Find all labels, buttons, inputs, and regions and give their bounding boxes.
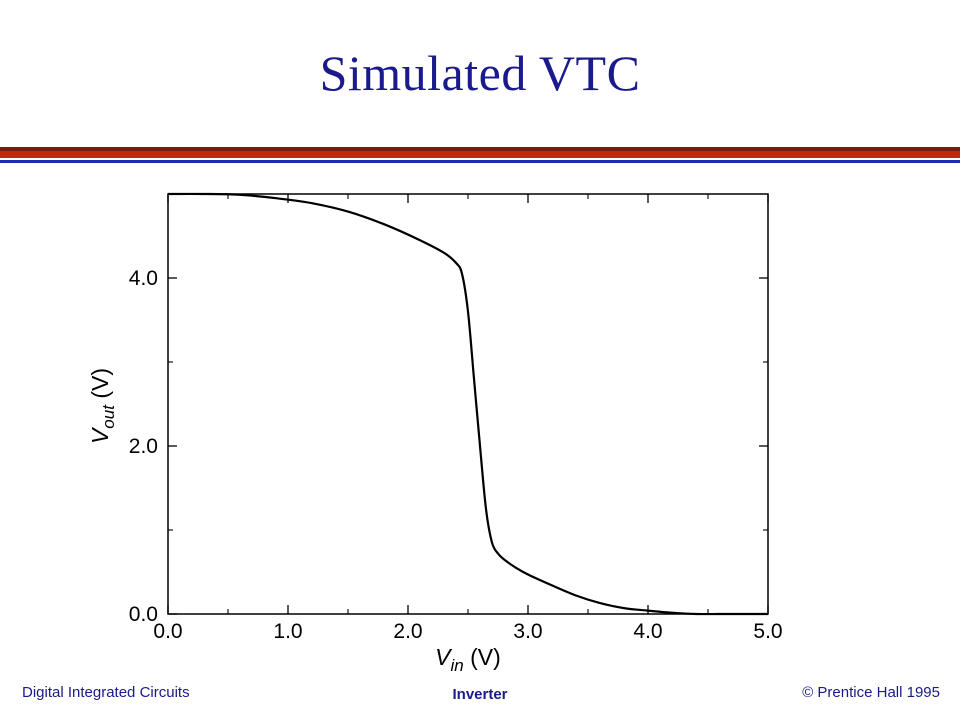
title-divider-blue <box>0 160 960 163</box>
y-tick-label: 2.0 <box>129 435 158 458</box>
vtc-curve <box>167 192 768 616</box>
y-axis-label: Vout (V) <box>87 368 118 444</box>
footer-course-title: Digital Integrated Circuits <box>22 684 190 701</box>
title-divider-red <box>0 151 960 158</box>
y-tick-label: 4.0 <box>129 267 158 290</box>
x-tick-label: 1.0 <box>273 620 302 643</box>
x-axis-label: Vin (V) <box>435 644 501 675</box>
footer-copyright: © Prentice Hall 1995 <box>802 684 940 701</box>
title-divider-dark <box>0 147 960 151</box>
x-tick-label: 3.0 <box>513 620 542 643</box>
x-tick-label: 2.0 <box>393 620 422 643</box>
y-tick-label: 0.0 <box>129 603 158 626</box>
footer-section-title: Inverter <box>452 686 508 703</box>
x-tick-label: 4.0 <box>633 620 662 643</box>
x-tick-label: 0.0 <box>153 620 182 643</box>
slide-title: Simulated VTC <box>319 45 641 101</box>
plot-frame <box>167 193 769 615</box>
x-tick-label: 5.0 <box>753 620 782 643</box>
